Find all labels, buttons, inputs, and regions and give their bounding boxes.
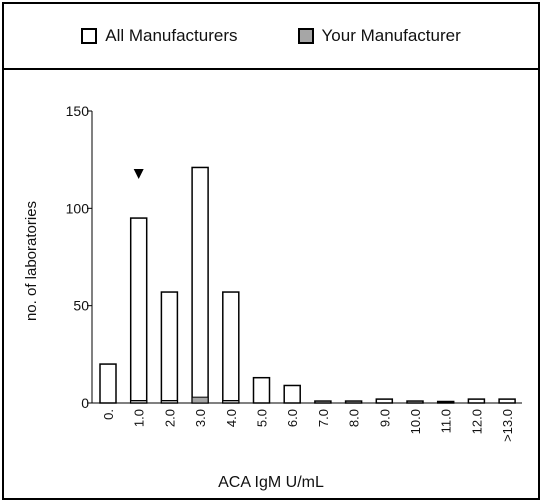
bar-all-12 <box>467 398 486 404</box>
x-tick-label-1: 1.0 <box>132 409 147 427</box>
x-tick-label-6: 6.0 <box>285 409 300 427</box>
x-tick-label-2: 2.0 <box>162 409 177 427</box>
y-tick-label-50: 50 <box>73 298 89 314</box>
x-tick-label-9: 9.0 <box>377 409 392 427</box>
bar-all-0 <box>99 363 117 404</box>
bars <box>99 166 516 404</box>
x-tick-label-8: 8.0 <box>347 409 362 427</box>
marker-triangle <box>133 169 144 179</box>
bar-yours-3 <box>191 396 209 404</box>
y-tick-label-150: 150 <box>66 103 90 119</box>
x-tick-label-12: 12.0 <box>469 409 484 434</box>
legend-swatch-yours <box>297 28 314 44</box>
y-axis-title: no. of laboratories <box>23 201 40 321</box>
legend-item-yours: Your Manufacturer <box>297 26 461 46</box>
bar-all-6 <box>283 384 301 404</box>
bar-all-4 <box>222 291 240 404</box>
bar-all-2 <box>160 291 179 404</box>
legend-label-all: All Manufacturers <box>105 26 238 45</box>
y-tick-label-0: 0 <box>81 395 89 411</box>
legend-swatch-all <box>81 28 98 44</box>
bar-all-1 <box>129 217 148 404</box>
bar-all-3 <box>191 166 209 404</box>
x-tick-label-0: 0. <box>101 409 116 420</box>
x-axis-title: ACA IgM U/mL <box>218 474 324 491</box>
x-tick-label-13: >13.0 <box>500 409 515 442</box>
x-tick-label-7: 7.0 <box>316 409 331 427</box>
bar-all-5 <box>252 376 271 404</box>
legend-label-yours: Your Manufacturer <box>321 26 461 45</box>
x-tick-label-3: 3.0 <box>193 409 208 427</box>
y-tick-label-100: 100 <box>66 200 90 216</box>
bar-all-9 <box>375 398 394 404</box>
bar-all-13 <box>498 398 516 404</box>
x-axis: 0. 1.0 2.0 3.0 4.0 5.0 6.0 7.0 8.0 9.0 10.0 11.0 12.… <box>92 402 522 442</box>
x-tick-label-10: 10.0 <box>408 409 423 434</box>
x-tick-label-11: 11.0 <box>439 409 454 433</box>
y-axis: 0 50 100 150 <box>66 103 93 411</box>
bar-chart: 0 50 100 150 0. 1.0 2.0 3.0 4.0 5.0 6.0 7.0 8.0 9.0 1… <box>23 103 522 442</box>
legend-item-all: All Manufacturers <box>81 26 238 46</box>
legend: All Manufacturers Your Manufacturer <box>4 4 538 70</box>
x-tick-label-4: 4.0 <box>224 409 239 427</box>
x-tick-label-5: 5.0 <box>255 409 270 427</box>
